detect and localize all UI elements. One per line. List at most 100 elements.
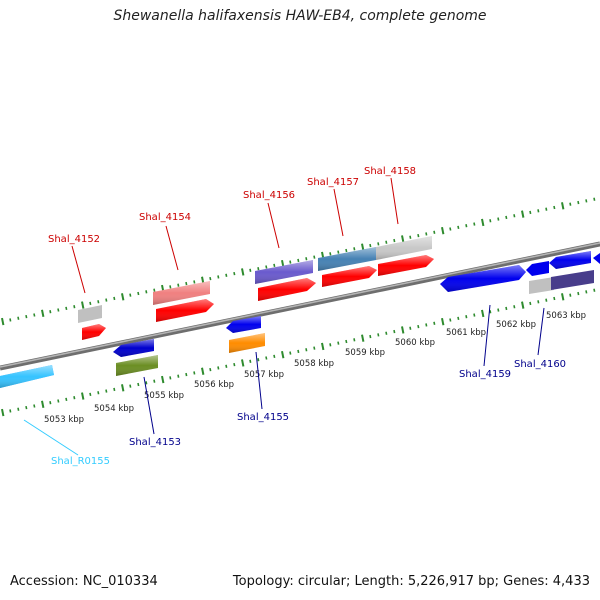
scale-tick bbox=[361, 334, 365, 342]
cds-arrow[interactable] bbox=[526, 261, 549, 276]
scale-tick bbox=[377, 242, 380, 246]
scale-tick bbox=[209, 367, 212, 372]
scale-tick bbox=[321, 342, 325, 351]
scale-tick bbox=[281, 351, 285, 359]
scale-tick bbox=[521, 210, 525, 218]
scale-tick bbox=[585, 290, 588, 294]
kbp-label: 5057 kbp bbox=[244, 370, 284, 380]
scale-tick bbox=[297, 258, 300, 263]
scale-tick bbox=[457, 316, 460, 321]
scale-tick bbox=[81, 301, 85, 309]
feature-shading bbox=[0, 236, 591, 388]
scale-tick bbox=[385, 331, 388, 335]
reverse-gene-labels: Shal_4153 Shal_4155 Shal_4159 Shal_4160 … bbox=[51, 359, 566, 467]
inner-tick-row bbox=[1, 288, 596, 417]
scale-tick bbox=[209, 276, 212, 281]
gene-label-shal-4155[interactable]: Shal_4155 bbox=[237, 412, 289, 423]
scale-tick bbox=[305, 257, 308, 261]
scale-tick bbox=[521, 301, 525, 309]
cds-arrow[interactable] bbox=[593, 253, 600, 264]
scale-tick bbox=[257, 267, 260, 271]
kbp-scale: 5053 kbp 5054 kbp 5055 kbp 5056 kbp 5057… bbox=[44, 311, 586, 425]
gene-label-shal-4158[interactable]: Shal_4158 bbox=[364, 166, 416, 177]
scale-tick bbox=[369, 243, 372, 248]
cog-box[interactable] bbox=[551, 270, 594, 290]
scale-tick bbox=[449, 318, 452, 322]
scale-tick bbox=[401, 235, 405, 243]
scale-tick bbox=[105, 298, 108, 302]
scale-tick bbox=[345, 339, 348, 344]
scale-tick bbox=[425, 323, 428, 327]
scale-tick bbox=[153, 288, 156, 292]
kbp-label: 5053 kbp bbox=[44, 415, 84, 425]
scale-tick bbox=[217, 275, 220, 279]
kbp-label: 5059 kbp bbox=[345, 348, 385, 358]
gene-label-shal-4157[interactable]: Shal_4157 bbox=[307, 177, 359, 188]
scale-tick bbox=[33, 313, 36, 317]
gene-label-shal-4159[interactable]: Shal_4159 bbox=[459, 369, 511, 380]
scale-tick bbox=[393, 329, 396, 334]
scale-tick bbox=[569, 202, 572, 206]
scale-tick bbox=[257, 358, 260, 362]
scale-tick bbox=[113, 387, 116, 392]
gene-label-shal-4154[interactable]: Shal_4154 bbox=[139, 212, 191, 223]
scale-tick bbox=[233, 362, 236, 367]
scale-tick bbox=[497, 217, 500, 221]
scale-tick bbox=[49, 310, 52, 314]
scale-tick bbox=[545, 298, 548, 302]
accession-text: Accession: NC_010334 bbox=[10, 574, 158, 589]
kbp-label: 5063 kbp bbox=[546, 311, 586, 321]
scale-tick bbox=[417, 233, 420, 238]
scale-tick bbox=[337, 250, 340, 254]
scale-tick bbox=[433, 321, 436, 325]
gene-label-shal-4156[interactable]: Shal_4156 bbox=[243, 190, 295, 201]
kbp-label: 5056 kbp bbox=[194, 380, 234, 390]
scale-tick bbox=[353, 338, 356, 342]
scale-tick bbox=[449, 227, 452, 231]
scale-tick bbox=[241, 359, 245, 367]
scale-tick bbox=[57, 308, 60, 312]
scale-tick bbox=[129, 384, 132, 388]
scale-tick bbox=[465, 224, 468, 228]
scale-tick bbox=[313, 255, 316, 259]
scale-tick bbox=[401, 326, 405, 334]
scale-tick bbox=[17, 407, 20, 411]
gene-label-shal-r0155[interactable]: Shal_R0155 bbox=[51, 456, 110, 467]
scale-tick bbox=[585, 199, 588, 203]
scale-tick bbox=[273, 263, 276, 268]
scale-tick bbox=[465, 315, 468, 319]
scale-tick bbox=[297, 349, 300, 354]
scale-tick bbox=[177, 374, 180, 378]
scale-tick bbox=[473, 313, 476, 317]
cog-box[interactable] bbox=[529, 277, 554, 294]
scale-tick bbox=[185, 281, 188, 286]
scale-tick bbox=[201, 367, 205, 375]
scale-tick bbox=[497, 308, 500, 312]
scale-tick bbox=[185, 372, 188, 377]
scale-tick bbox=[561, 202, 565, 210]
forward-leader-lines bbox=[71, 177, 399, 294]
scale-tick bbox=[441, 226, 445, 235]
scale-tick bbox=[97, 300, 100, 304]
gene-label-shal-4153[interactable]: Shal_4153 bbox=[129, 437, 181, 448]
scale-tick bbox=[225, 273, 228, 277]
scale-tick bbox=[41, 309, 45, 318]
scale-tick bbox=[193, 280, 196, 284]
scale-tick bbox=[25, 405, 28, 410]
scale-tick bbox=[233, 271, 236, 276]
scale-tick bbox=[377, 333, 380, 337]
scale-tick bbox=[537, 209, 540, 213]
cog-box[interactable] bbox=[78, 305, 102, 323]
gene-label-shal-4160[interactable]: Shal_4160 bbox=[514, 359, 566, 370]
gene-label-shal-4152[interactable]: Shal_4152 bbox=[48, 234, 100, 245]
scale-tick bbox=[153, 379, 156, 383]
scale-tick bbox=[73, 396, 76, 400]
topology-text: Topology: circular; Length: 5,226,917 bp… bbox=[232, 574, 590, 589]
scale-tick bbox=[505, 215, 508, 220]
scale-tick bbox=[441, 317, 445, 326]
rna-leader-line bbox=[23, 419, 79, 456]
scale-tick bbox=[1, 317, 5, 326]
kbp-label: 5060 kbp bbox=[395, 338, 435, 348]
